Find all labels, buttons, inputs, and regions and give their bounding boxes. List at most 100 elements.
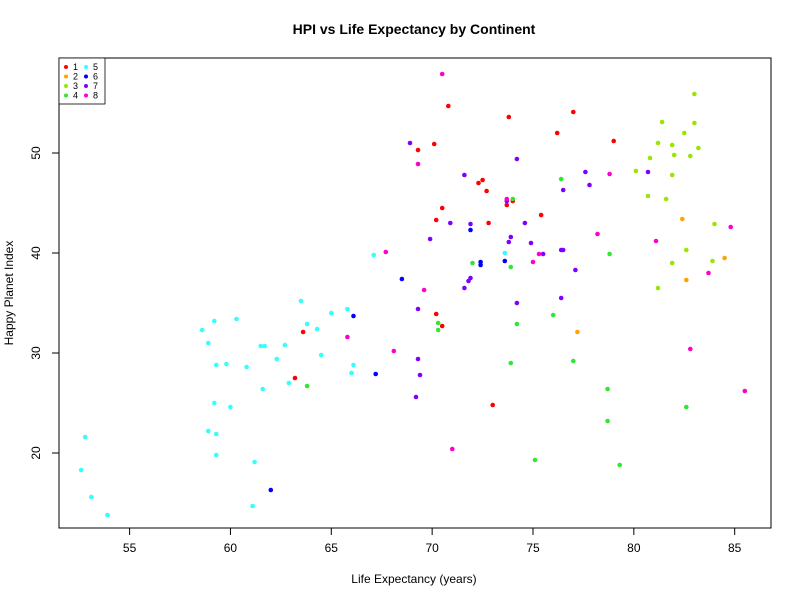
point-series-7: [514, 300, 520, 306]
point-series-5: [502, 250, 508, 256]
y-axis-label: Happy Planet Index: [2, 241, 16, 346]
plot-frame: [58, 57, 772, 529]
x-tick-label: 70: [425, 541, 439, 555]
point-series-5: [206, 428, 211, 434]
data-points: [78, 71, 748, 518]
point-series-3: [710, 258, 715, 264]
point-series-5: [252, 459, 257, 465]
x-tick-label: 85: [728, 541, 742, 555]
point-series-5: [234, 316, 239, 322]
point-series-5: [258, 343, 264, 349]
legend-marker: [64, 74, 68, 79]
point-series-1: [433, 311, 439, 317]
point-series-3: [669, 172, 675, 178]
point-series-5: [304, 321, 310, 327]
point-series-1: [486, 220, 491, 226]
point-series-3: [669, 142, 675, 148]
point-series-1: [490, 402, 496, 408]
point-series-1: [476, 180, 481, 186]
point-series-3: [633, 168, 639, 174]
point-series-3: [671, 152, 677, 158]
point-series-4: [508, 264, 514, 270]
point-series-5: [345, 306, 350, 312]
point-series-5: [78, 467, 84, 473]
point-series-4: [470, 260, 475, 266]
point-series-3: [663, 196, 669, 202]
point-series-2: [684, 277, 689, 283]
x-tick-label: 55: [123, 541, 137, 555]
point-series-7: [413, 394, 419, 400]
legend-label: 8: [93, 91, 98, 101]
x-tick-label: 80: [627, 541, 641, 555]
point-series-1: [538, 212, 544, 218]
point-series-7: [560, 187, 566, 193]
point-series-7: [415, 356, 421, 362]
point-series-4: [435, 320, 441, 326]
point-series-3: [659, 119, 665, 125]
point-series-5: [282, 342, 288, 348]
x-axis: 55 60 65 70 75 80 85: [123, 527, 742, 555]
point-series-8: [345, 334, 350, 340]
point-series-8: [706, 270, 711, 276]
point-series-7: [466, 278, 471, 284]
chart-title: HPI vs Life Expectancy by Continent: [293, 21, 536, 37]
point-series-5: [212, 318, 217, 324]
x-axis-label: Life Expectancy (years): [351, 572, 476, 586]
point-series-7: [462, 285, 467, 291]
point-series-8: [607, 171, 612, 177]
point-series-7: [587, 182, 592, 188]
point-series-1: [300, 329, 306, 335]
point-series-6: [268, 487, 274, 493]
point-series-6: [502, 258, 508, 264]
x-tick-label: 75: [526, 541, 540, 555]
point-series-1: [433, 217, 439, 223]
point-series-8: [530, 259, 536, 265]
point-series-3: [655, 140, 661, 146]
point-series-3: [712, 221, 717, 227]
point-series-4: [605, 418, 610, 424]
point-series-7: [468, 221, 473, 227]
y-tick-label: 40: [29, 246, 43, 260]
point-series-6: [478, 262, 483, 268]
point-series-4: [558, 176, 564, 182]
point-series-8: [728, 224, 733, 230]
point-series-1: [554, 130, 560, 136]
point-series-7: [558, 295, 564, 301]
y-tick-label: 30: [29, 346, 43, 360]
point-series-1: [415, 147, 421, 153]
point-series-5: [314, 326, 320, 332]
point-series-3: [682, 130, 687, 136]
x-tick-label: 60: [224, 541, 238, 555]
point-series-3: [688, 153, 693, 159]
point-series-5: [318, 352, 324, 358]
legend-label: 4: [73, 91, 78, 101]
point-series-1: [431, 141, 437, 147]
point-series-7: [514, 156, 520, 162]
point-series-5: [89, 494, 94, 500]
point-series-1: [484, 188, 489, 194]
point-series-5: [260, 386, 266, 392]
point-series-7: [560, 247, 566, 253]
point-series-8: [504, 196, 510, 202]
point-series-4: [514, 321, 520, 327]
point-series-1: [446, 103, 451, 109]
point-series-3: [655, 285, 661, 291]
point-series-5: [206, 340, 211, 346]
point-series-5: [298, 298, 304, 304]
point-series-5: [329, 310, 334, 316]
point-series-5: [212, 400, 217, 406]
point-series-4: [532, 457, 538, 463]
legend-marker: [64, 93, 68, 98]
point-series-8: [383, 249, 389, 255]
point-series-5: [199, 327, 205, 333]
point-series-7: [583, 169, 588, 175]
point-series-7: [506, 239, 512, 245]
point-series-8: [595, 231, 600, 237]
point-series-5: [371, 252, 377, 258]
point-series-5: [214, 362, 219, 368]
point-series-5: [286, 380, 292, 386]
point-series-1: [611, 138, 616, 144]
point-series-4: [605, 386, 610, 392]
